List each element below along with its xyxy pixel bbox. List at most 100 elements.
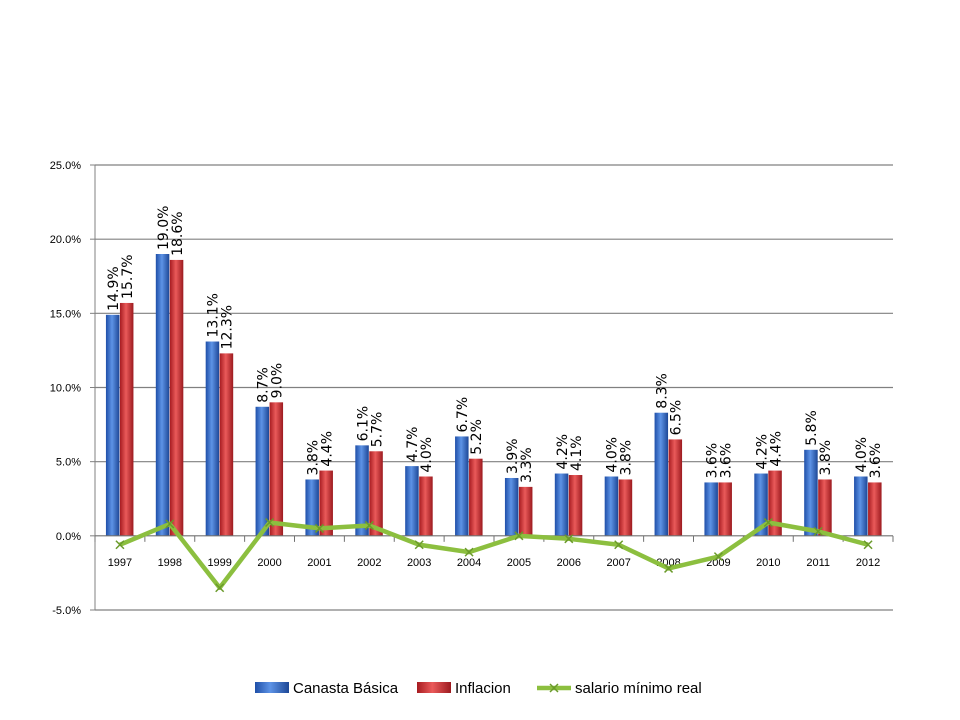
bar-inflacion [518, 486, 533, 536]
salario-point [314, 523, 324, 533]
salario-line-path [119, 520, 869, 590]
bar-canasta-basica [654, 412, 669, 536]
bar-inflacion [568, 475, 583, 536]
legend-marker [549, 683, 559, 693]
salario-line [115, 517, 873, 593]
point-marker [265, 517, 275, 528]
point-marker [115, 540, 125, 550]
bar-canasta-basica [854, 476, 868, 536]
point-marker [713, 552, 723, 562]
bar-inflacion [169, 259, 184, 536]
data-label: 3.6% [704, 443, 720, 479]
point-marker [813, 526, 823, 536]
data-labels: 14.9%15.7% 19.0%18.6% 13.1%12.3% 8.7%9.0% 3.… [106, 206, 884, 483]
y-tick-label: 20.0% [50, 234, 81, 246]
salario-point [115, 540, 125, 550]
data-label: 4.0% [419, 437, 435, 473]
data-label: 4.2% [754, 434, 770, 470]
bar-canasta-basica [105, 314, 120, 536]
data-label: 3.8% [305, 440, 321, 476]
bar-canasta-basica [255, 406, 270, 536]
data-label: 15.7% [120, 254, 136, 298]
data-label: 18.6% [170, 211, 186, 255]
data-label: 12.3% [220, 305, 236, 349]
point-marker [514, 531, 524, 541]
data-label: 3.8% [818, 440, 834, 476]
legend-label: salario mínimo real [575, 680, 702, 697]
data-label: 4.7% [405, 427, 421, 463]
x-tick-label: 2011 [806, 557, 830, 569]
data-label: 3.6% [868, 443, 884, 479]
point-marker [464, 547, 474, 557]
legend-swatch [255, 682, 289, 693]
y-tick-label: 0.0% [56, 531, 81, 543]
bar-inflacion [668, 439, 683, 536]
point-marker [215, 583, 225, 593]
bar-inflacion [818, 479, 832, 536]
gridlines [90, 164, 893, 611]
legend-item: Canasta Básica [255, 680, 399, 697]
y-tick-label: 5.0% [56, 457, 81, 469]
point-marker [863, 540, 873, 550]
bar-canasta-basica [804, 449, 818, 536]
data-label: 8.7% [256, 367, 272, 403]
x-tick-label: 1999 [207, 557, 231, 569]
x-tick-label: 2003 [407, 557, 431, 569]
point-marker [364, 520, 374, 530]
x-tick-label: 2006 [557, 557, 581, 569]
bars [105, 254, 882, 536]
legend-item: salario mínimo real [537, 680, 702, 697]
data-label: 3.6% [718, 443, 734, 479]
bar-inflacion [269, 402, 284, 536]
salario-point [215, 583, 225, 593]
salario-point [464, 547, 474, 557]
x-tick-label: 2001 [307, 557, 331, 569]
data-label: 4.1% [569, 435, 585, 471]
salario-point [414, 540, 424, 550]
point-marker [414, 540, 424, 550]
x-tick-label: 2012 [856, 557, 880, 569]
data-label: 4.0% [854, 437, 870, 473]
data-label: 8.3% [655, 373, 671, 409]
bar-inflacion [419, 476, 433, 536]
data-label: 4.2% [555, 434, 571, 470]
x-tick-labels: 1997 1998 1999 2000 2001 2002 2003 2004 2005 2006… [108, 557, 881, 569]
y-tick-label: 10.0% [50, 383, 81, 395]
bar-inflacion [469, 458, 483, 536]
salario-point [713, 552, 723, 562]
bar-canasta-basica [305, 479, 319, 536]
legend-item: Inflacion [417, 680, 511, 697]
bar-inflacion [868, 482, 882, 536]
salario-point [813, 526, 823, 536]
data-label: 5.8% [804, 410, 820, 446]
legend-label: Inflacion [455, 680, 511, 697]
data-label: 3.8% [619, 440, 635, 476]
salario-point [364, 520, 374, 530]
y-tick-label: -5.0% [52, 605, 81, 617]
data-label: 6.1% [355, 406, 371, 442]
data-label: 19.0% [156, 206, 172, 250]
point-marker [614, 540, 624, 550]
salario-point [165, 519, 175, 529]
x-tick-label: 2002 [357, 557, 381, 569]
salario-point [265, 517, 275, 528]
data-label: 4.4% [319, 431, 335, 467]
y-tick-label: 25.0% [50, 160, 81, 172]
bar-inflacion [319, 470, 333, 536]
bar-canasta-basica [455, 436, 469, 536]
point-marker [314, 523, 324, 533]
zero-axis [94, 535, 894, 542]
legend-swatch [417, 682, 451, 693]
y-tick-label: 15.0% [50, 308, 81, 320]
salario-point [763, 517, 773, 528]
data-label: 13.1% [206, 293, 222, 337]
x-tick-label: 1997 [108, 557, 132, 569]
point-marker [165, 519, 175, 529]
data-label: 3.9% [505, 438, 521, 474]
x-tick-label: 2000 [257, 557, 281, 569]
point-marker [664, 563, 674, 573]
bar-canasta-basica [554, 473, 569, 536]
legend-label: Canasta Básica [293, 680, 399, 697]
point-marker [763, 517, 773, 528]
